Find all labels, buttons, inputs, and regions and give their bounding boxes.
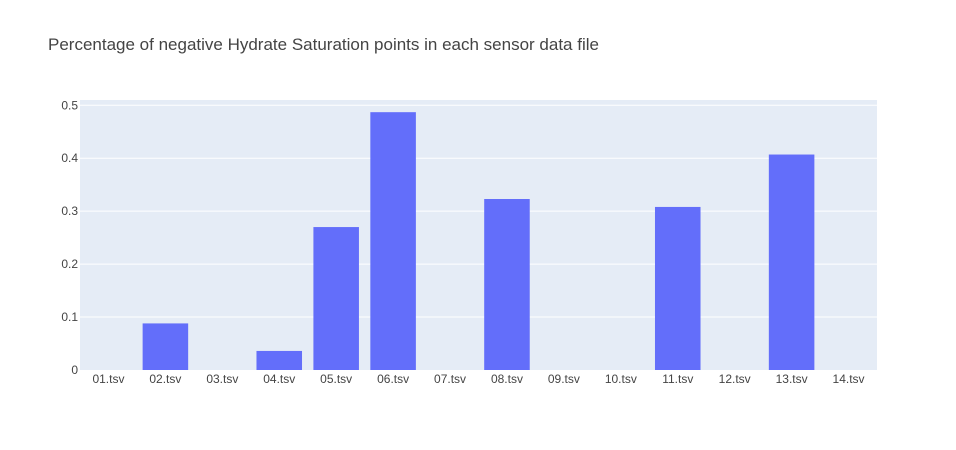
x-tick-label: 08.tsv — [491, 372, 523, 386]
x-tick-label: 09.tsv — [548, 372, 580, 386]
x-tick-label: 14.tsv — [833, 372, 865, 386]
y-tick-label: 0.3 — [61, 204, 78, 218]
y-axis-ticks: 0 0.1 0.2 0.3 0.4 0.5 — [61, 98, 78, 377]
x-axis-ticks: 01.tsv 02.tsv 03.tsv 04.tsv 05.tsv 06.tsv 07.t… — [92, 372, 864, 386]
x-tick-label: 04.tsv — [263, 372, 295, 386]
bar-04-tsv[interactable] — [256, 350, 303, 370]
plot-area — [80, 100, 877, 370]
y-tick-label: 0.5 — [61, 98, 78, 112]
y-tick-label: 0.1 — [61, 310, 78, 324]
bar-11-tsv[interactable] — [654, 206, 701, 370]
bars — [142, 112, 815, 371]
x-tick-label: 02.tsv — [149, 372, 181, 386]
x-tick-label: 06.tsv — [377, 372, 409, 386]
y-tick-label: 0 — [71, 363, 78, 377]
x-tick-label: 03.tsv — [206, 372, 238, 386]
gridlines — [80, 104, 877, 318]
chart-title: Percentage of negative Hydrate Saturatio… — [48, 35, 599, 54]
x-tick-label: 01.tsv — [92, 372, 124, 386]
x-tick-label: 05.tsv — [320, 372, 352, 386]
bar-02-tsv[interactable] — [142, 323, 189, 370]
x-tick-label: 11.tsv — [662, 372, 693, 386]
y-tick-label: 0.4 — [61, 151, 78, 165]
x-tick-label: 07.tsv — [434, 372, 466, 386]
x-tick-label: 13.tsv — [776, 372, 808, 386]
x-tick-label: 10.tsv — [605, 372, 637, 386]
y-tick-label: 0.2 — [61, 257, 78, 271]
bar-06-tsv[interactable] — [370, 112, 416, 371]
bar-08-tsv[interactable] — [484, 199, 530, 370]
x-tick-label: 12.tsv — [719, 372, 751, 386]
bar-13-tsv[interactable] — [768, 154, 815, 370]
bar-05-tsv[interactable] — [313, 227, 359, 370]
